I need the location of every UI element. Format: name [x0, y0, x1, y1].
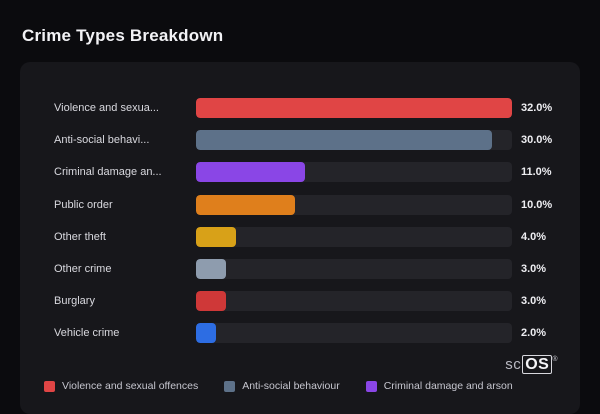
bar-segment[interactable]: [196, 130, 493, 151]
chart-row: Burglary 3.0%: [54, 285, 558, 317]
value-label: 3.0%: [521, 295, 547, 308]
bar-track: [196, 226, 512, 247]
legend-swatch-icon: [224, 380, 236, 392]
bar-segment[interactable]: [196, 194, 295, 215]
chart-card: Violence and sexua... 32.0% Anti-social be…: [20, 62, 580, 414]
chart-row: Violence and sexua... 32.0%: [54, 92, 558, 124]
bar-track: [196, 194, 512, 215]
category-label: Other theft: [54, 230, 106, 243]
legend-item[interactable]: Violence and sexual offences: [44, 380, 198, 392]
legend-swatch-icon: [365, 380, 377, 392]
bar-segment[interactable]: [196, 98, 512, 119]
chart-row: Public order 10.0%: [54, 189, 558, 221]
value-label: 10.0%: [521, 198, 553, 211]
value-label: 2.0%: [521, 327, 547, 340]
bar-track: [196, 259, 512, 280]
chart-row: Criminal damage an... 11.0%: [54, 156, 558, 188]
legend-label: Violence and sexual offences: [62, 380, 199, 392]
chart-row: Other theft 4.0%: [54, 221, 558, 253]
bar-segment[interactable]: [196, 226, 236, 247]
bar-segment[interactable]: [196, 162, 305, 183]
chart-row: Other crime 3.0%: [54, 253, 558, 285]
bar-track: [196, 291, 512, 312]
registered-mark: ®: [552, 356, 558, 363]
bar-chart: Violence and sexua... 32.0% Anti-social be…: [54, 92, 558, 350]
value-label: 3.0%: [521, 263, 547, 276]
legend-item[interactable]: Criminal damage and arson: [365, 380, 513, 392]
bar-segment[interactable]: [196, 323, 216, 344]
category-label: Criminal damage an...: [54, 166, 162, 179]
category-label: Public order: [54, 198, 113, 211]
value-label: 4.0%: [521, 230, 547, 243]
bar-segment[interactable]: [196, 259, 226, 280]
bar-track: [196, 130, 512, 151]
logo-prefix: sc: [505, 356, 522, 373]
bar-segment[interactable]: [196, 291, 226, 312]
legend-swatch-icon: [44, 380, 55, 392]
legend-label: Anti-social behaviour: [242, 380, 340, 392]
logo-box: OS: [522, 355, 553, 374]
category-label: Burglary: [54, 295, 95, 308]
value-label: 30.0%: [521, 134, 553, 147]
bar-track: [196, 98, 512, 119]
legend: Violence and sexual offences Anti-social …: [44, 380, 556, 392]
category-label: Violence and sexua...: [54, 102, 159, 115]
legend-label: Criminal damage and arson: [383, 380, 513, 392]
page-title: Crime Types Breakdown: [22, 26, 224, 45]
category-label: Anti-social behavi...: [54, 134, 150, 147]
value-label: 11.0%: [521, 166, 552, 179]
value-label: 32.0%: [521, 102, 553, 115]
scos-logo: sc OS ®: [505, 355, 558, 374]
chart-row: Anti-social behavi... 30.0%: [54, 124, 558, 156]
legend-item[interactable]: Anti-social behaviour: [224, 380, 340, 392]
category-label: Other crime: [54, 263, 112, 276]
bar-track: [196, 162, 512, 183]
category-label: Vehicle crime: [54, 327, 120, 340]
chart-row: Vehicle crime 2.0%: [54, 317, 558, 349]
bar-track: [196, 323, 512, 344]
